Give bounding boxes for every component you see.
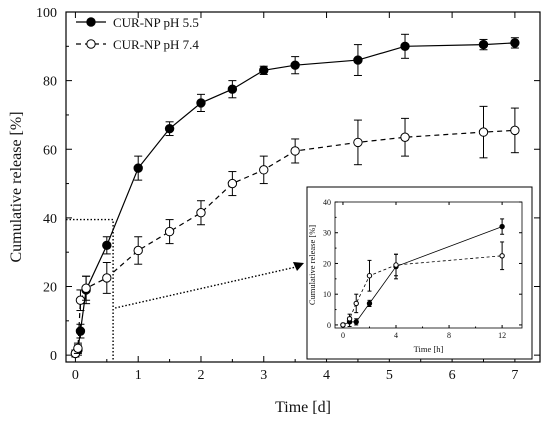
y-tick-label: 80 — [43, 75, 57, 90]
zoom-guides — [66, 218, 304, 362]
y-tick-label: 100 — [36, 6, 57, 21]
inset-y-tick-label: 0 — [327, 321, 331, 330]
data-point — [164, 226, 175, 237]
data-point — [133, 245, 143, 256]
inset-data-point — [353, 300, 359, 307]
x-tick-label: 0 — [72, 368, 79, 383]
data-point — [164, 123, 175, 134]
plot-frame — [65, 11, 541, 363]
inset-x-axis-label: Time [h] — [414, 344, 444, 354]
inset-data-point — [499, 223, 505, 230]
data-point — [133, 163, 143, 173]
inset-y-tick-label: 30 — [323, 229, 331, 238]
data-point — [196, 208, 206, 218]
inset-border — [306, 186, 533, 360]
x-tick-label: 3 — [260, 368, 267, 383]
x-tick-label: 7 — [511, 368, 518, 383]
y-tick-label: 0 — [50, 349, 57, 364]
inset-y-axis-label: Cumulative release [%] — [307, 225, 317, 305]
legend-marker — [86, 17, 96, 27]
x-tick-label: 6 — [449, 368, 456, 383]
inset-data-point — [340, 322, 346, 328]
x-tick-label: 2 — [197, 368, 204, 383]
inset-series-2 — [340, 241, 505, 328]
y-axis-label: Cumulative release [%] — [8, 111, 25, 262]
inset-y-tick-label: 10 — [323, 290, 331, 299]
y-tick-label: 60 — [43, 143, 57, 158]
inset-plot-frame — [334, 201, 523, 329]
data-point — [102, 240, 112, 251]
legend-label: CUR-NP pH 7.4 — [113, 37, 199, 52]
data-point — [510, 38, 520, 48]
data-point — [196, 98, 206, 108]
legend: CUR-NP pH 5.5 CUR-NP pH 7.4 — [76, 15, 199, 52]
data-point — [290, 146, 300, 156]
data-point — [81, 283, 91, 293]
legend-marker — [86, 39, 96, 49]
data-point — [478, 39, 489, 50]
inset-x-tick-label: 12 — [498, 331, 506, 340]
zoom-arrow-line — [114, 266, 297, 309]
inset-data-point — [366, 300, 373, 307]
y-tick-label: 20 — [43, 281, 57, 296]
inset-data-point — [346, 316, 353, 322]
data-point — [227, 84, 238, 94]
inset-data-point — [353, 319, 359, 325]
inset-data-point — [499, 253, 505, 259]
data-point — [510, 125, 520, 136]
zoom-arrow-head — [293, 262, 304, 271]
x-tick-label: 5 — [386, 368, 393, 383]
inset-x-tick-label: 8 — [447, 331, 451, 340]
data-point — [400, 132, 410, 142]
inset-x-tick-label: 0 — [341, 331, 345, 340]
data-point — [102, 273, 112, 283]
inset-y-tick-label: 40 — [323, 198, 331, 207]
series-2 — [70, 105, 520, 359]
x-axis-label: Time [d] — [275, 399, 331, 416]
y-tick-label: 40 — [43, 212, 57, 227]
x-tick-label: 4 — [323, 368, 330, 383]
data-point — [73, 343, 83, 353]
inset-data-point — [393, 262, 399, 268]
data-point — [75, 326, 86, 336]
x-tick-label: 1 — [135, 368, 142, 383]
inset-x-tick-label: 4 — [394, 331, 398, 340]
legend-label: CUR-NP pH 5.5 — [113, 15, 199, 30]
inset-plot: 0 4 8 12 0 10 20 30 40 Time [h] Cumulative release… — [306, 186, 533, 360]
data-point — [478, 127, 489, 137]
data-point — [353, 137, 363, 148]
data-point — [227, 178, 238, 189]
inset-data-point — [366, 273, 373, 279]
data-point — [259, 65, 269, 76]
inset-y-tick-label: 20 — [323, 259, 331, 268]
data-point — [400, 41, 410, 52]
data-point — [290, 60, 300, 70]
data-point — [353, 55, 363, 65]
data-point — [259, 165, 269, 175]
